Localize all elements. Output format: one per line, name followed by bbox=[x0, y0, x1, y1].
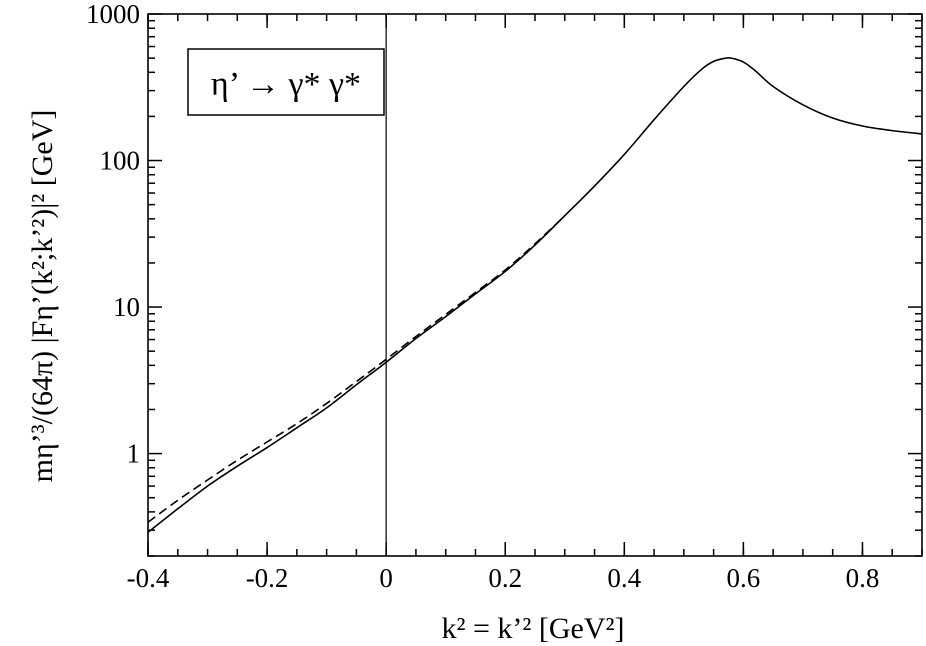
x-tick-label: 0.8 bbox=[846, 563, 880, 593]
y-tick-label: 1000 bbox=[86, 0, 140, 29]
y-tick-labels: 1 10 100 1000 bbox=[86, 0, 140, 469]
legend-annotation: η’ → γ* γ* bbox=[187, 48, 385, 116]
plot-area bbox=[147, 13, 923, 557]
dashed-series-line bbox=[147, 215, 566, 523]
x-tick-labels: -0.4 -0.2 0 0.2 0.4 0.6 0.8 bbox=[127, 563, 880, 593]
solid-series-line bbox=[147, 56, 923, 533]
y-axis-title: mη’³/(64π) |Fη’(k²;k’²)|² [GeV] bbox=[26, 110, 59, 483]
x-tick-label: 0.6 bbox=[727, 563, 761, 593]
x-tick-label: 0 bbox=[379, 563, 393, 593]
x-tick-label: 0.4 bbox=[607, 563, 641, 593]
y-tick-label: 100 bbox=[100, 146, 141, 176]
y-tick-label: 1 bbox=[127, 439, 141, 469]
plot-frame bbox=[147, 13, 923, 557]
legend-label: η’ → γ* γ* bbox=[211, 66, 361, 103]
x-tick-label: -0.4 bbox=[127, 563, 170, 593]
series-layer bbox=[147, 56, 923, 533]
x-tick-label: -0.2 bbox=[246, 563, 289, 593]
x-axis-title: k² = k’² [GeV²] bbox=[441, 612, 624, 645]
x-tick-label: 0.2 bbox=[488, 563, 522, 593]
y-tick-label: 10 bbox=[113, 292, 140, 322]
legend-box bbox=[187, 48, 385, 116]
